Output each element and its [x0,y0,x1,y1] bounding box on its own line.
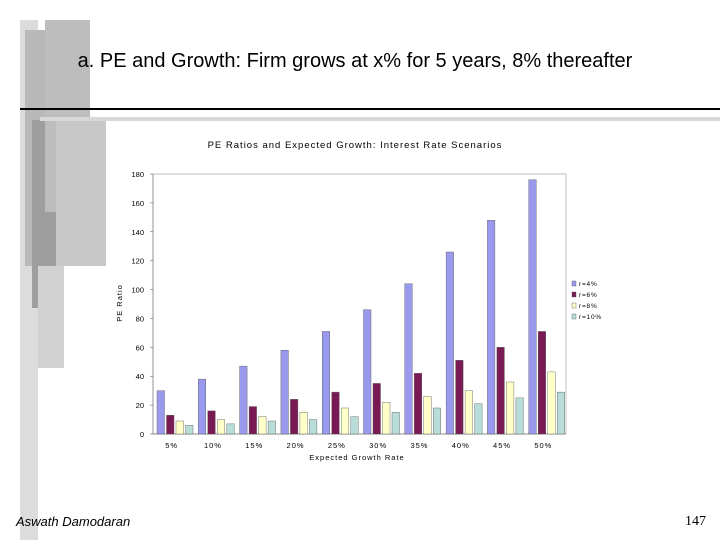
bar [248,406,257,435]
y-axis-label: PE Ratio [115,284,124,322]
bar [217,419,226,435]
bar [290,399,299,435]
x-tick-label: 25% [328,441,346,450]
bar [299,412,308,435]
bar [258,416,267,435]
bar [506,381,515,435]
legend-label: r=10% [579,314,602,321]
legend-label: r=8% [579,303,598,310]
slide-title: a. PE and Growth: Firm grows at x% for 5… [77,50,633,72]
bar [280,350,289,435]
bar [382,402,391,435]
decorative-bar [38,266,64,368]
y-tick-label: 100 [131,286,144,295]
y-tick-label: 60 [136,343,144,352]
bar [175,420,184,435]
bar [309,419,318,435]
x-tick-label: 20% [287,441,305,450]
bar [474,403,483,435]
bar [445,251,454,435]
bar [547,371,556,435]
legend-swatch [571,302,577,309]
bar [350,416,359,435]
bar [414,373,422,435]
x-axis-label: Expected Growth Rate [309,453,404,462]
bar [321,331,330,435]
y-tick-label: 40 [136,372,144,381]
bar [198,378,207,435]
bar [433,407,441,435]
bar [487,220,496,435]
bar [538,331,546,435]
footer-author: Aswath Damodaran [16,514,131,529]
x-tick-label: 50% [534,441,552,450]
bar [496,347,505,435]
bar [372,383,381,435]
bar [267,420,276,435]
bar [423,396,432,435]
y-tick-label: 80 [136,314,144,323]
bar [391,412,400,435]
bars [156,179,565,435]
bar [404,283,413,435]
x-tick-label: 30% [369,441,387,450]
x-tick-label: 40% [452,441,470,450]
y-tick-label: 140 [131,228,144,237]
x-tick-label: 10% [204,441,222,450]
x-tick-label: 15% [245,441,263,450]
bar [156,390,165,435]
y-ticks: 0 20 40 60 80 100 120 140 160 180 [131,170,153,439]
bar [455,360,464,435]
bar [557,391,565,435]
title-rule [20,108,720,110]
bar [331,391,340,435]
bar [239,365,248,435]
legend-label: r=6% [579,292,598,299]
bar-chart: PE Ratios and Expected Growth: Interest … [115,140,602,462]
title-rule-shadow [40,117,720,121]
legend-swatch [571,280,577,287]
y-tick-label: 20 [136,401,144,410]
bar [515,397,524,435]
bar [207,410,216,435]
bar [226,423,235,435]
bar [363,309,372,435]
bar [528,179,537,435]
legend-swatch [571,291,577,298]
chart-title: PE Ratios and Expected Growth: Interest … [208,140,503,151]
x-tick-label: 45% [493,441,511,450]
page-number: 147 [685,514,706,529]
y-tick-label: 120 [131,257,144,266]
bar [464,390,473,435]
bar [166,415,175,435]
y-tick-label: 180 [131,170,144,179]
legend-swatch [571,313,577,320]
decorative-bar [56,120,106,266]
x-tick-label: 35% [410,441,428,450]
x-ticks: 5% 10% 15% 20% 25% 30% 35% 40% 45% 50% [165,441,552,450]
bar [185,425,194,435]
x-tick-label: 5% [165,441,178,450]
bar [340,407,349,435]
y-tick-label: 160 [131,199,144,208]
legend-label: r=4% [579,281,598,288]
chart-container: PE Ratios and Expected Growth: Interest … [108,128,618,470]
legend: r=4% r=6% r=8% r=10% [571,280,602,321]
y-tick-label: 0 [140,430,144,439]
